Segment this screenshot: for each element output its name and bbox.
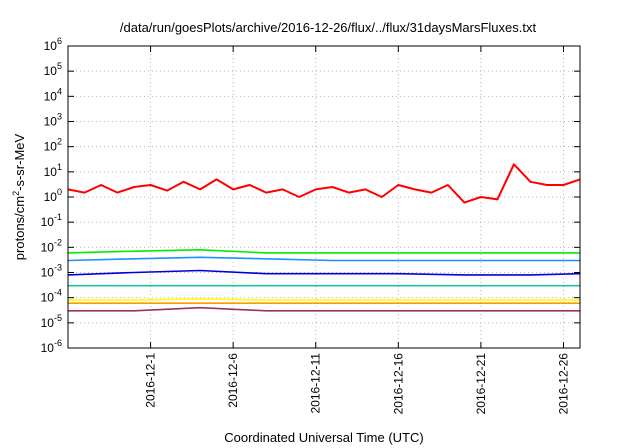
y-tick-label-base: 10 xyxy=(44,140,58,154)
series-line-8 xyxy=(68,306,580,312)
y-tick-label: 10-2 xyxy=(41,237,62,254)
y-tick-label-exp: -1 xyxy=(54,212,62,222)
y-tick-label: 10-4 xyxy=(41,288,62,305)
series-layer xyxy=(67,163,581,312)
y-tick-label: 10-5 xyxy=(41,313,62,330)
x-tick-label: 2016-12-11 xyxy=(309,353,323,414)
y-tick-label-exp: -6 xyxy=(54,338,62,348)
y-tick-label-exp: 3 xyxy=(57,112,62,122)
y-tick-label-base: 10 xyxy=(44,89,58,103)
x-tick-label: 2016-12-16 xyxy=(391,353,405,415)
y-axis-label: protons/cm2-s-sr-MeV xyxy=(11,133,27,260)
series-line-6 xyxy=(68,297,580,301)
y-tick-label-exp: -3 xyxy=(54,263,62,273)
x-tick-labels: 2016-12-1 2016-12-6 2016-12-11 2016-12-16 20… xyxy=(144,353,571,415)
y-tick-label-base: 10 xyxy=(44,190,58,204)
y-tick-label: 106 xyxy=(44,36,62,53)
y-axis-label-suffix: -s-sr-MeV xyxy=(12,133,27,190)
x-tick-label: 2016-12-6 xyxy=(226,353,240,408)
y-tick-label: 105 xyxy=(44,61,62,78)
y-tick-label-base: 10 xyxy=(41,240,55,254)
y-tick-label-base: 10 xyxy=(44,64,58,78)
series-line-2 xyxy=(67,249,580,254)
y-axis-label-sup: 2 xyxy=(11,191,21,196)
y-tick-label: 102 xyxy=(44,137,62,154)
x-axis-label: Coordinated Universal Time (UTC) xyxy=(224,430,423,445)
y-tick-label-base: 10 xyxy=(41,291,55,305)
y-tick-label: 103 xyxy=(44,112,62,129)
y-tick-label: 10-1 xyxy=(41,212,62,229)
y-tick-label-exp: 4 xyxy=(57,86,62,96)
y-axis-label-prefix: protons/cm xyxy=(12,196,27,260)
x-tick-label: 2016-12-26 xyxy=(556,353,570,415)
y-tick-label-base: 10 xyxy=(41,266,55,280)
y-tick-label: 10-3 xyxy=(41,263,62,280)
y-tick-label-base: 10 xyxy=(44,115,58,129)
y-tick-label-base: 10 xyxy=(41,341,55,355)
y-tick-labels: 10-610-510-410-310-210-11001011021031041… xyxy=(41,36,62,355)
x-tick-label: 2016-12-21 xyxy=(474,353,488,415)
series-line-3 xyxy=(67,256,580,262)
y-tick-label: 101 xyxy=(44,162,62,179)
y-tick-label-base: 10 xyxy=(41,215,55,229)
series-line-4 xyxy=(67,269,581,276)
y-tick-label-exp: -4 xyxy=(54,288,62,298)
grid-lines xyxy=(68,46,580,348)
y-tick-label: 10-6 xyxy=(41,338,62,355)
y-tick-label-exp: 5 xyxy=(57,61,62,71)
y-tick-label-base: 10 xyxy=(41,316,55,330)
y-tick-label-exp: 1 xyxy=(57,162,62,172)
axis-ticks xyxy=(68,45,580,349)
y-tick-label-base: 10 xyxy=(44,165,58,179)
chart-title: /data/run/goesPlots/archive/2016-12-26/f… xyxy=(120,20,537,35)
y-tick-label-exp: -5 xyxy=(54,313,62,323)
y-tick-label-base: 10 xyxy=(44,39,58,53)
y-tick-label-exp: 6 xyxy=(57,36,62,46)
y-tick-label-exp: 0 xyxy=(57,187,62,197)
y-tick-label-exp: -2 xyxy=(54,237,62,247)
y-tick-label-exp: 2 xyxy=(57,137,62,147)
x-tick-label: 2016-12-1 xyxy=(144,353,158,408)
y-tick-label: 100 xyxy=(44,187,62,204)
y-tick-label: 104 xyxy=(44,86,62,103)
series-line-1 xyxy=(67,163,581,204)
